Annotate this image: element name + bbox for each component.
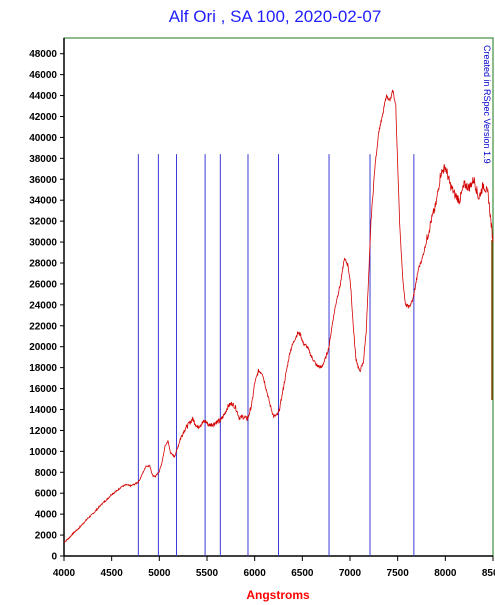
y-tick-label: 48000 [29,49,57,60]
y-tick-label: 36000 [29,175,57,186]
software-credit: Created in RSpec Version 1.9 [482,45,492,164]
y-tick-label: 4000 [35,510,58,521]
y-tick-label: 30000 [29,238,57,249]
y-tick-label: 16000 [29,384,57,395]
y-tick-label: 40000 [29,133,57,144]
x-axis-label: Angstroms [246,588,310,602]
chart-title: Alf Ori , SA 100, 2020-02-07 [169,7,382,26]
y-axis-ticks: 0 2000 4000 6000 8000 10000 12000 14000 16000 180… [29,49,64,563]
y-tick-label: 18000 [29,363,57,374]
y-tick-label: 2000 [35,531,58,542]
x-tick-label: 5000 [148,568,171,579]
x-tick-label: 4000 [53,568,76,579]
y-tick-label: 44000 [29,91,57,102]
y-tick-label: 42000 [29,112,57,123]
y-tick-label: 14000 [29,405,57,416]
x-tick-label: 6000 [244,568,267,579]
x-tick-label: 6500 [291,568,314,579]
x-tick-label: 7000 [339,568,362,579]
x-tick-label: 7500 [387,568,410,579]
y-tick-label: 46000 [29,70,57,81]
y-tick-label: 32000 [29,217,57,228]
reference-lines [137,154,415,556]
x-tick-label: 5500 [196,568,219,579]
y-tick-label: 0 [51,552,57,563]
y-tick-label: 26000 [29,279,57,290]
spectrum-series-line [63,89,494,544]
x-tick-label: 4500 [101,568,124,579]
x-tick-label: 8000 [434,568,457,579]
x-tick-label: 8500 [482,568,495,579]
y-tick-label: 22000 [29,321,57,332]
y-tick-label: 6000 [35,489,58,500]
y-tick-label: 34000 [29,196,57,207]
y-tick-label: 10000 [29,447,57,458]
y-tick-label: 24000 [29,300,57,311]
x-axis-ticks: 4000 4500 5000 5500 6000 6500 7000 7500 8000 8500 [53,556,495,579]
y-tick-label: 8000 [35,468,58,479]
y-tick-label: 20000 [29,342,57,353]
y-tick-label: 12000 [29,426,57,437]
y-tick-label: 28000 [29,258,57,269]
y-tick-label: 38000 [29,154,57,165]
